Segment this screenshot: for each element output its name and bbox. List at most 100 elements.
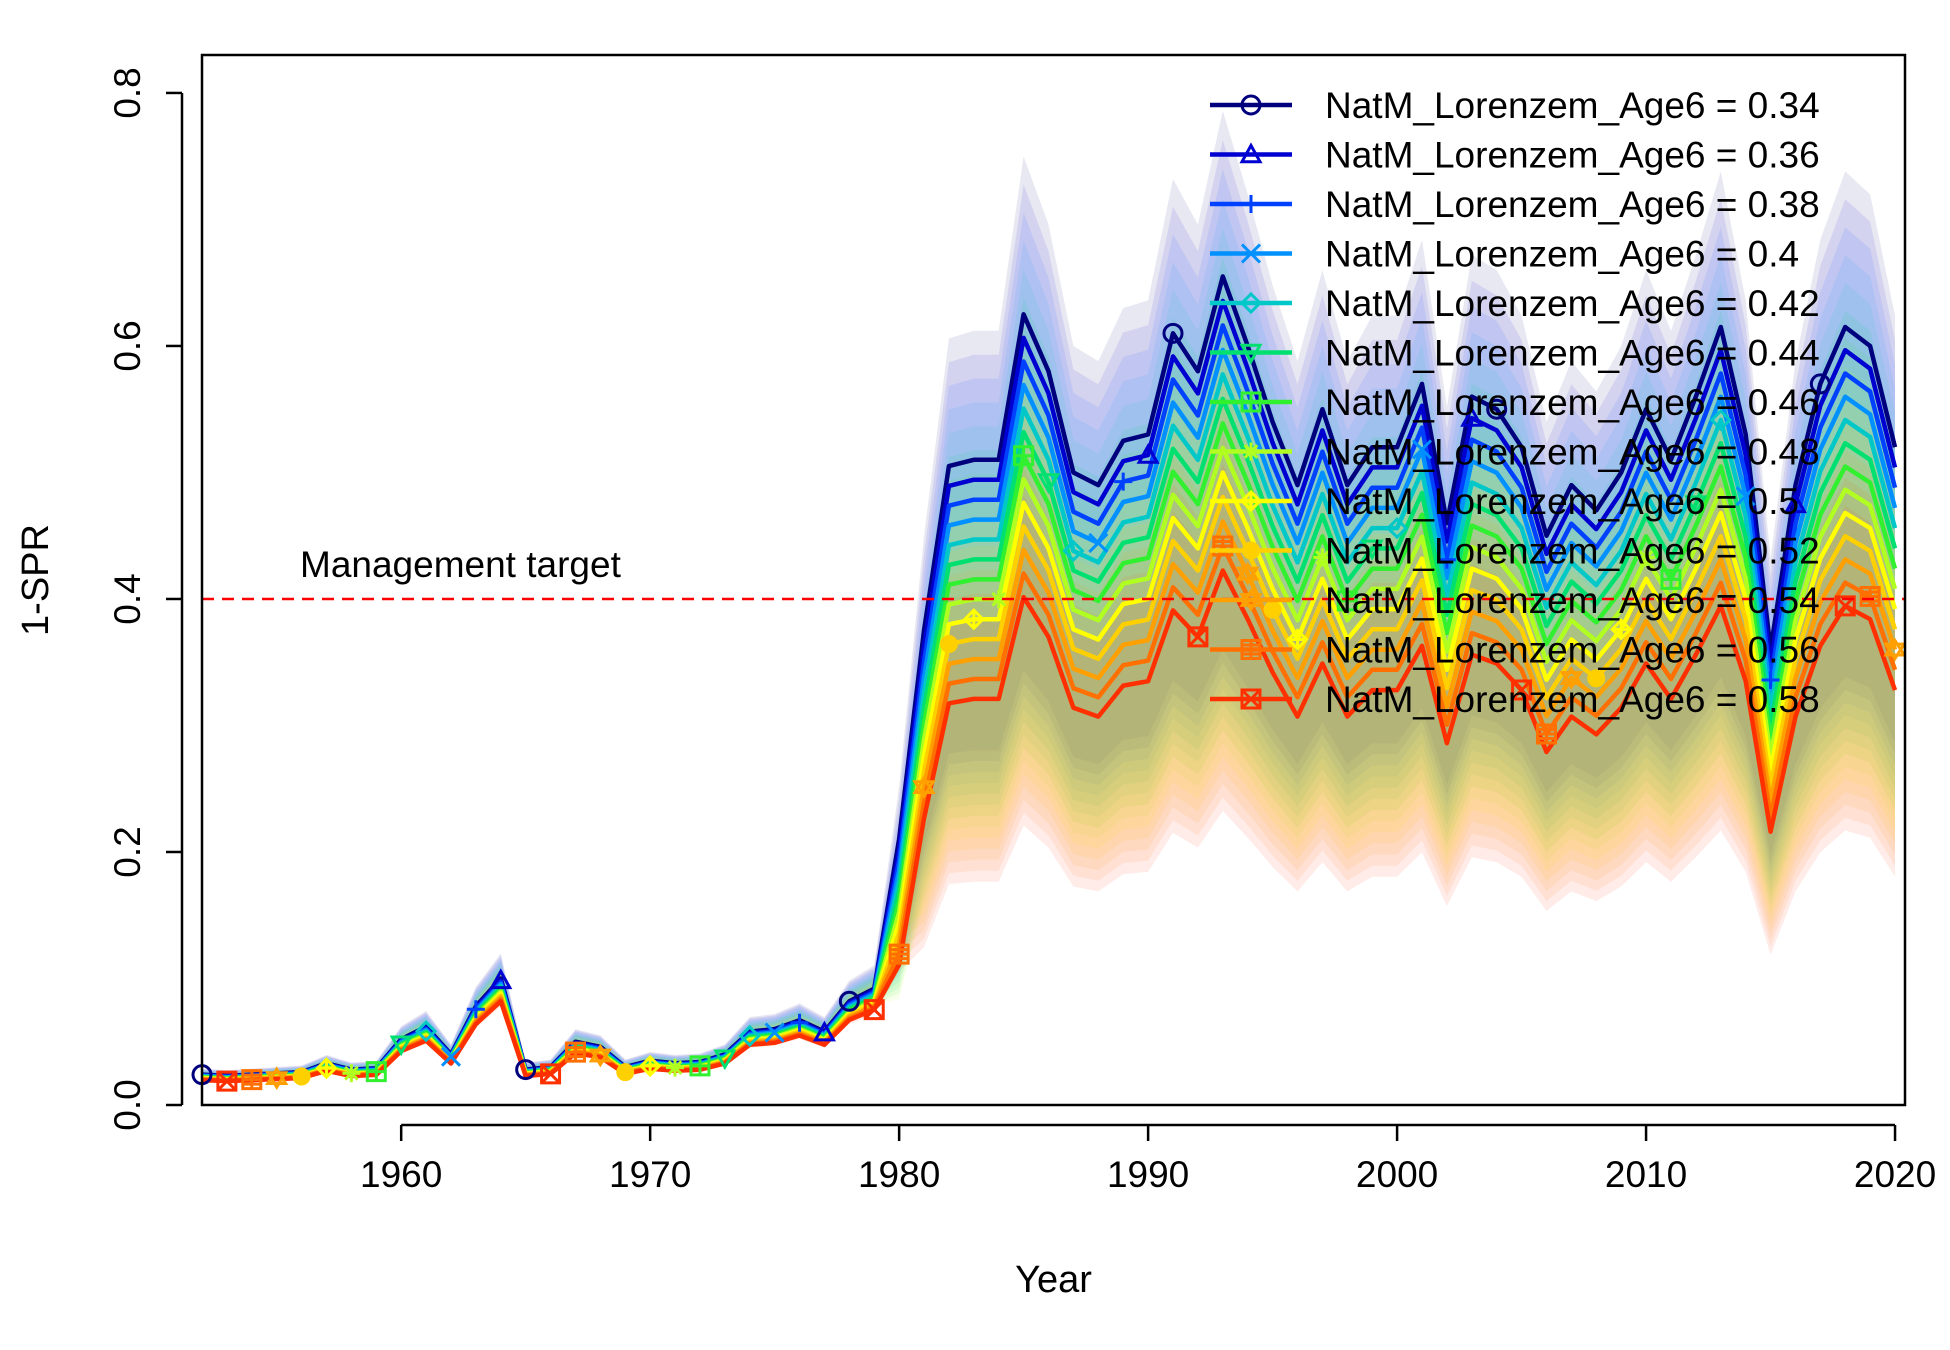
series-10-marker xyxy=(1883,637,1907,657)
legend-label-0: NatM_Lorenzem_Age6 = 0.34 xyxy=(1325,85,1820,126)
series-8-marker xyxy=(1610,618,1633,641)
series-12-marker xyxy=(540,1063,562,1085)
series-12-marker xyxy=(216,1070,238,1092)
series-10-marker-b xyxy=(1883,642,1907,662)
series-9-marker xyxy=(1263,600,1282,619)
x-tick-label: 2020 xyxy=(1854,1154,1936,1195)
series-8-marker xyxy=(639,1054,662,1078)
series-4-marker xyxy=(414,1020,438,1043)
y-tick-label: 0.2 xyxy=(107,826,148,877)
series-3-marker xyxy=(1735,486,1756,507)
series-2-marker xyxy=(790,1013,809,1032)
legend-marker-12 xyxy=(1240,688,1262,710)
legend-marker-1 xyxy=(1239,142,1263,164)
series-8-marker xyxy=(315,1057,338,1080)
band-1 xyxy=(202,140,1895,1078)
legend-marker-10-b xyxy=(1239,593,1263,612)
series-5-marker xyxy=(389,1035,413,1057)
series-11-marker xyxy=(1212,535,1234,557)
x-tick-label: 2010 xyxy=(1605,1154,1687,1195)
legend-label-1: NatM_Lorenzem_Age6 = 0.36 xyxy=(1325,135,1820,176)
legend-marker-8 xyxy=(1239,489,1263,513)
series-2-marker xyxy=(1114,472,1133,491)
series-6-marker xyxy=(365,1061,387,1083)
y-axis: 0.0 0.2 0.4 0.6 0.8 xyxy=(107,67,184,1131)
x-axis-label: Year xyxy=(1015,1259,1092,1301)
legend-label-11: NatM_Lorenzem_Age6 = 0.56 xyxy=(1325,630,1820,671)
series-9-marker xyxy=(616,1063,635,1082)
series-8-marker xyxy=(962,608,985,631)
series-6-marker xyxy=(1336,590,1358,612)
legend-label-12: NatM_Lorenzem_Age6 = 0.58 xyxy=(1325,679,1820,720)
x-tick-label: 1970 xyxy=(609,1154,691,1195)
series-7-marker xyxy=(666,1058,685,1077)
y-tick-label: 0.0 xyxy=(107,1079,148,1130)
series-6-marker xyxy=(689,1055,711,1077)
series-12-marker xyxy=(1187,626,1209,648)
series-5-marker xyxy=(1684,495,1708,517)
series-10-marker-b xyxy=(588,1048,613,1068)
series-1-marker xyxy=(1460,405,1484,427)
series-0-marker xyxy=(838,990,860,1012)
legend-label-2: NatM_Lorenzem_Age6 = 0.38 xyxy=(1325,184,1820,225)
legend-label-5: NatM_Lorenzem_Age6 = 0.44 xyxy=(1325,333,1820,374)
y-axis-label: 1-SPR xyxy=(15,524,57,636)
series-11-marker xyxy=(241,1069,263,1091)
series-4-marker xyxy=(1385,517,1409,540)
series-3-marker xyxy=(1411,439,1433,460)
series-9-marker xyxy=(939,635,958,654)
y-tick-label: 0.6 xyxy=(107,320,148,371)
series-10-marker xyxy=(264,1066,289,1086)
y-tick-label: 0.4 xyxy=(107,573,148,624)
x-tick-label: 1980 xyxy=(858,1154,940,1195)
series-lines xyxy=(201,274,1898,1084)
series-6-marker xyxy=(1013,445,1035,467)
legend-label-6: NatM_Lorenzem_Age6 = 0.46 xyxy=(1325,382,1820,423)
series-10-marker-b xyxy=(1559,671,1584,690)
series-1-marker xyxy=(1136,442,1160,464)
series-3-marker xyxy=(440,1046,462,1067)
series-3-marker xyxy=(1088,532,1109,554)
legend: NatM_Lorenzem_Age6 = 0.34 NatM_Lorenzem_A… xyxy=(1210,85,1820,720)
x-tick-label: 1960 xyxy=(360,1154,442,1195)
series-11-marker xyxy=(1535,723,1557,745)
legend-marker-3 xyxy=(1240,243,1262,264)
series-9-marker xyxy=(1587,669,1606,688)
x-axis: 1960 1970 1980 1990 2000 2010 2020 xyxy=(360,1123,1936,1195)
series-5-marker xyxy=(1360,539,1384,561)
series-10-marker xyxy=(588,1043,613,1063)
legend-marker-0 xyxy=(1240,94,1262,116)
series-12-marker xyxy=(1511,679,1533,701)
series-0-marker xyxy=(1162,322,1184,344)
legend-marker-4 xyxy=(1239,291,1263,315)
legend-marker-10 xyxy=(1239,588,1263,607)
series-10-marker-b xyxy=(264,1071,289,1090)
y-tick-label: 0.8 xyxy=(107,67,148,118)
series-10-marker xyxy=(1559,666,1584,685)
legend-label-8: NatM_Lorenzem_Age6 = 0.5 xyxy=(1325,481,1799,522)
series-10-marker xyxy=(912,775,936,795)
series-0-marker xyxy=(1809,373,1831,395)
series-line-12 xyxy=(201,568,1898,1084)
legend-marker-7 xyxy=(1242,442,1260,461)
legend-marker-11 xyxy=(1240,639,1262,660)
management-target-label: Management target xyxy=(300,544,622,585)
series-10-marker-b xyxy=(1235,566,1260,586)
legend-label-7: NatM_Lorenzem_Age6 = 0.48 xyxy=(1325,432,1820,473)
series-7-marker xyxy=(1313,548,1332,567)
legend-label-4: NatM_Lorenzem_Age6 = 0.42 xyxy=(1325,283,1820,324)
series-11-marker xyxy=(888,943,910,965)
legend-marker-9 xyxy=(1242,541,1260,560)
series-4-marker xyxy=(1709,408,1732,432)
series-5-marker xyxy=(1036,473,1061,495)
legend-marker-2 xyxy=(1242,195,1260,213)
series-8-marker xyxy=(1286,628,1309,651)
series-2-marker xyxy=(1761,670,1780,689)
legend-label-3: NatM_Lorenzem_Age6 = 0.4 xyxy=(1325,234,1799,275)
series-10-marker-b xyxy=(912,780,936,799)
series-4-marker xyxy=(738,1024,761,1048)
series-6-marker xyxy=(1660,568,1682,590)
series-2-marker xyxy=(1437,550,1456,569)
legend-label-9: NatM_Lorenzem_Age6 = 0.52 xyxy=(1325,531,1820,572)
